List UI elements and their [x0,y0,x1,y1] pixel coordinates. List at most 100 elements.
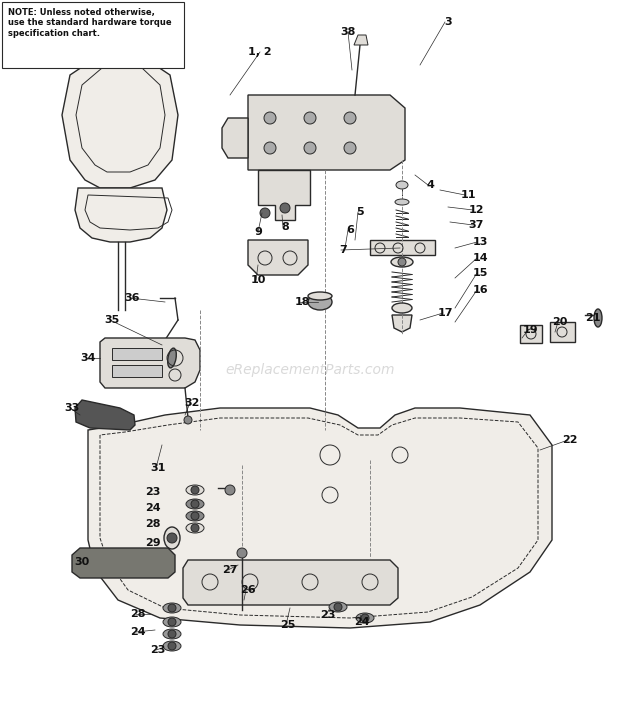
Ellipse shape [186,485,204,495]
Bar [112,348,162,360]
Circle shape [168,642,176,650]
Circle shape [264,142,276,154]
Ellipse shape [594,309,602,327]
Text: 16: 16 [472,285,488,295]
Text: 28: 28 [130,609,146,619]
Circle shape [398,258,406,266]
Circle shape [191,500,199,508]
FancyBboxPatch shape [2,2,184,68]
Text: 34: 34 [80,353,95,363]
Text: 24: 24 [354,617,370,627]
Ellipse shape [396,181,408,189]
Ellipse shape [164,527,180,549]
Polygon shape [392,315,412,332]
Ellipse shape [391,257,413,267]
Text: 1, 2: 1, 2 [248,47,272,57]
Text: 28: 28 [145,519,161,529]
Circle shape [191,524,199,532]
Text: 37: 37 [468,220,484,230]
Text: 23: 23 [150,645,166,655]
Circle shape [168,630,176,638]
Circle shape [225,485,235,495]
Circle shape [184,416,192,424]
Ellipse shape [186,523,204,533]
Ellipse shape [163,603,181,613]
Ellipse shape [392,303,412,313]
Circle shape [168,604,176,612]
Circle shape [168,618,176,626]
Text: 38: 38 [340,27,356,37]
Polygon shape [248,95,405,170]
Circle shape [361,614,369,622]
Text: 23: 23 [321,610,335,620]
Text: 5: 5 [356,207,364,217]
Polygon shape [100,338,200,388]
Text: 30: 30 [74,557,90,567]
Bar [550,322,575,342]
Text: 18: 18 [294,297,310,307]
Circle shape [304,142,316,154]
Text: 36: 36 [124,293,140,303]
Text: 9: 9 [254,227,262,237]
Ellipse shape [356,613,374,623]
Polygon shape [183,560,398,605]
Text: 10: 10 [250,275,266,285]
Polygon shape [75,188,167,242]
Text: 4: 4 [426,180,434,190]
Polygon shape [370,240,435,255]
Text: 24: 24 [130,627,146,637]
Circle shape [334,603,342,611]
Text: 6: 6 [346,225,354,235]
Text: 14: 14 [472,253,488,263]
Ellipse shape [167,348,176,368]
Text: 32: 32 [184,398,200,408]
Polygon shape [258,170,310,220]
Text: 12: 12 [468,205,484,215]
Text: 3: 3 [444,17,452,27]
Circle shape [304,112,316,124]
Ellipse shape [395,199,409,205]
Polygon shape [354,35,368,45]
Text: 24: 24 [145,503,161,513]
Text: 15: 15 [472,268,488,278]
Text: NOTE: Unless noted otherwise,
use the standard hardware torque
specification cha: NOTE: Unless noted otherwise, use the st… [8,8,172,38]
Polygon shape [62,50,178,188]
Polygon shape [72,548,175,578]
Ellipse shape [163,617,181,627]
Text: 29: 29 [145,538,161,548]
Text: 21: 21 [585,313,601,323]
Text: 7: 7 [339,245,347,255]
Circle shape [344,142,356,154]
Text: 22: 22 [562,435,578,445]
Text: 35: 35 [104,315,120,325]
Circle shape [280,203,290,213]
Circle shape [344,112,356,124]
Text: 13: 13 [472,237,488,247]
Text: 8: 8 [281,222,289,232]
Circle shape [191,512,199,520]
Circle shape [264,112,276,124]
Circle shape [260,208,270,218]
Bar [520,325,542,343]
Text: 17: 17 [437,308,453,318]
Ellipse shape [163,641,181,651]
Bar [112,365,162,377]
Polygon shape [222,118,248,158]
Text: 23: 23 [145,487,161,497]
Ellipse shape [186,511,204,521]
Text: 20: 20 [552,317,568,327]
Circle shape [191,486,199,494]
Polygon shape [75,400,135,430]
Text: eReplacementParts.com: eReplacementParts.com [225,363,395,377]
Polygon shape [88,408,552,628]
Ellipse shape [163,629,181,639]
Text: 27: 27 [222,565,237,575]
Text: 31: 31 [150,463,166,473]
Text: 11: 11 [460,190,476,200]
Circle shape [167,533,177,543]
Circle shape [237,548,247,558]
Text: 33: 33 [64,403,79,413]
Ellipse shape [329,602,347,612]
Ellipse shape [308,294,332,310]
Text: 26: 26 [240,585,256,595]
